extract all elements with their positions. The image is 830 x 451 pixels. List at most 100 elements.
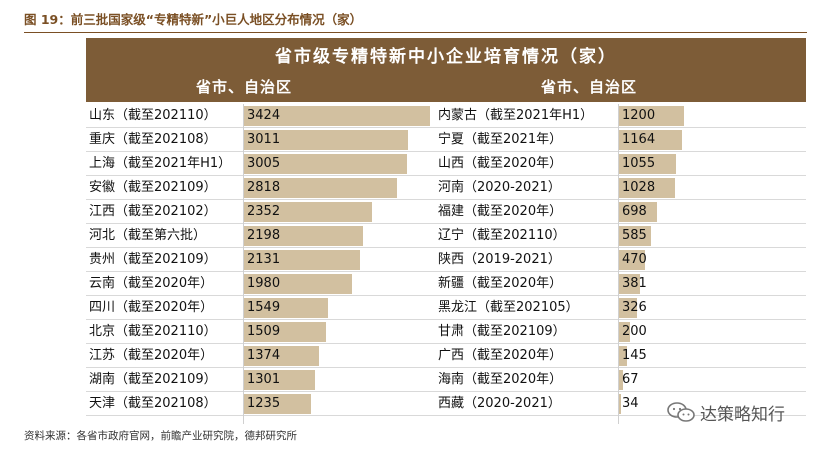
left-value-label: 1301: [247, 372, 281, 387]
left-value-label: 1549: [247, 300, 281, 315]
right-value-bar: [619, 394, 621, 414]
right-region-label: 海南（截至2020年）: [438, 372, 563, 387]
left-value-label: 1980: [247, 276, 281, 291]
right-value-label: 698: [622, 204, 647, 219]
left-region-label: 山东（截至202110）: [89, 108, 217, 123]
right-region-label: 内蒙古（截至2021年H1）: [438, 108, 594, 123]
right-value-label: 145: [622, 348, 647, 363]
right-region-label: 陕西（2019-2021）: [438, 252, 561, 267]
left-value-label: 1374: [247, 348, 281, 363]
table-row: 安徽（截至202109） 2818 河南（2020-2021） 1028: [86, 176, 806, 200]
left-value-label: 3005: [247, 156, 281, 171]
left-region-label: 四川（截至2020年）: [89, 300, 214, 315]
right-value-label: 200: [622, 324, 647, 339]
left-value-label: 2198: [247, 228, 281, 243]
left-value-bar: [244, 346, 319, 366]
table-row: 云南（截至2020年） 1980 新疆（截至2020年） 381: [86, 272, 806, 296]
right-value-bar: [619, 154, 676, 174]
left-value-bar: [244, 250, 360, 270]
table-row: 山东（截至202110） 3424 内蒙古（截至2021年H1） 1200: [86, 104, 806, 128]
right-region-label: 甘肃（截至202109）: [438, 324, 566, 339]
table-row: 四川（截至2020年） 1549 黑龙江（截至202105） 326: [86, 296, 806, 320]
left-value-label: 1509: [247, 324, 281, 339]
left-region-label: 湖南（截至202109）: [89, 372, 217, 387]
left-value-bar: [244, 130, 408, 150]
right-value-label: 470: [622, 252, 647, 267]
right-value-label: 34: [622, 396, 639, 411]
left-value-bar: [244, 226, 363, 246]
left-region-label: 贵州（截至202109）: [89, 252, 217, 267]
left-value-bar: [244, 370, 315, 390]
right-region-label: 宁夏（截至2021年）: [438, 132, 563, 147]
left-region-label: 安徽（截至202109）: [89, 180, 217, 195]
right-value-bar: [619, 370, 623, 390]
left-value-bar: [244, 322, 326, 342]
right-value-bar: [619, 298, 637, 318]
left-value-bar: [244, 202, 372, 222]
left-value-bar: [244, 178, 397, 198]
left-value-label: 2352: [247, 204, 281, 219]
right-region-label: 广西（截至2020年）: [438, 348, 563, 363]
right-value-bar: [619, 226, 651, 246]
table-row: 贵州（截至202109） 2131 陕西（2019-2021） 470: [86, 248, 806, 272]
left-region-label: 云南（截至2020年）: [89, 276, 214, 291]
left-value-label: 3011: [247, 132, 281, 147]
right-value-label: 326: [622, 300, 647, 315]
right-value-bar: [619, 202, 657, 222]
left-value-bar: [244, 106, 430, 126]
title-divider: [24, 32, 807, 33]
left-value-bar: [244, 394, 311, 414]
column-divider: [243, 104, 244, 424]
right-value-label: 67: [622, 372, 639, 387]
right-value-bar: [619, 178, 675, 198]
left-value-bar: [244, 154, 407, 174]
right-region-label: 河南（2020-2021）: [438, 180, 561, 195]
right-value-label: 1200: [622, 108, 656, 123]
right-value-label: 381: [622, 276, 647, 291]
table-body: 山东（截至202110） 3424 内蒙古（截至2021年H1） 1200 重庆（截至2…: [86, 104, 806, 424]
table-row: 河北（截至第六批） 2198 辽宁（截至202110） 585: [86, 224, 806, 248]
table-row: 湖南（截至202109） 1301 海南（截至2020年） 67: [86, 368, 806, 392]
left-region-label: 河北（截至第六批）: [89, 228, 207, 243]
left-value-label: 2131: [247, 252, 281, 267]
source-note: 资料来源：各省市政府官网，前瞻产业研究院，德邦研究所: [24, 430, 297, 442]
table-row: 重庆（截至202108） 3011 宁夏（截至2021年） 1164: [86, 128, 806, 152]
right-value-label: 1028: [622, 180, 656, 195]
wechat-icon: [667, 402, 695, 422]
right-value-bar: [619, 250, 645, 270]
right-region-label: 山西（截至2020年）: [438, 156, 563, 171]
right-value-bar: [619, 106, 684, 126]
table-row: 上海（截至2021年H1） 3005 山西（截至2020年） 1055: [86, 152, 806, 176]
right-region-label: 西藏（2020-2021）: [438, 396, 561, 411]
column-divider: [618, 104, 619, 424]
right-value-label: 1055: [622, 156, 656, 171]
right-region-label: 辽宁（截至202110）: [438, 228, 566, 243]
left-column-header: 省市、自治区: [196, 78, 293, 96]
table-row: 天津（截至202108） 1235 西藏（2020-2021） 34: [86, 392, 806, 416]
watermark-text: 达策略知行: [700, 404, 785, 425]
table-row: 江西（截至202102） 2352 福建（截至2020年） 698: [86, 200, 806, 224]
left-region-label: 江苏（截至2020年）: [89, 348, 214, 363]
table-row: 江苏（截至2020年） 1374 广西（截至2020年） 145: [86, 344, 806, 368]
left-region-label: 天津（截至202108）: [89, 396, 217, 411]
right-value-bar: [619, 274, 640, 294]
left-region-label: 江西（截至202102）: [89, 204, 217, 219]
figure-title: 图 19：前三批国家级“专精特新”小巨人地区分布情况（家）: [24, 12, 363, 27]
left-value-label: 1235: [247, 396, 281, 411]
right-region-label: 福建（截至2020年）: [438, 204, 563, 219]
right-column-header: 省市、自治区: [541, 78, 638, 96]
left-region-label: 北京（截至202110）: [89, 324, 217, 339]
right-value-label: 585: [622, 228, 647, 243]
left-value-label: 2818: [247, 180, 281, 195]
right-region-label: 新疆（截至2020年）: [438, 276, 563, 291]
right-value-bar: [619, 346, 627, 366]
right-region-label: 黑龙江（截至202105）: [438, 300, 579, 315]
table-header: 省市级专精特新中小企业培育情况（家） 省市、自治区 省市、自治区: [86, 38, 806, 102]
left-region-label: 上海（截至2021年H1）: [89, 156, 232, 171]
table-row: 北京（截至202110） 1509 甘肃（截至202109） 200: [86, 320, 806, 344]
watermark: 达策略知行: [666, 400, 785, 425]
right-value-label: 1164: [622, 132, 656, 147]
left-value-bar: [244, 274, 352, 294]
left-value-bar: [244, 298, 328, 318]
right-value-bar: [619, 130, 682, 150]
